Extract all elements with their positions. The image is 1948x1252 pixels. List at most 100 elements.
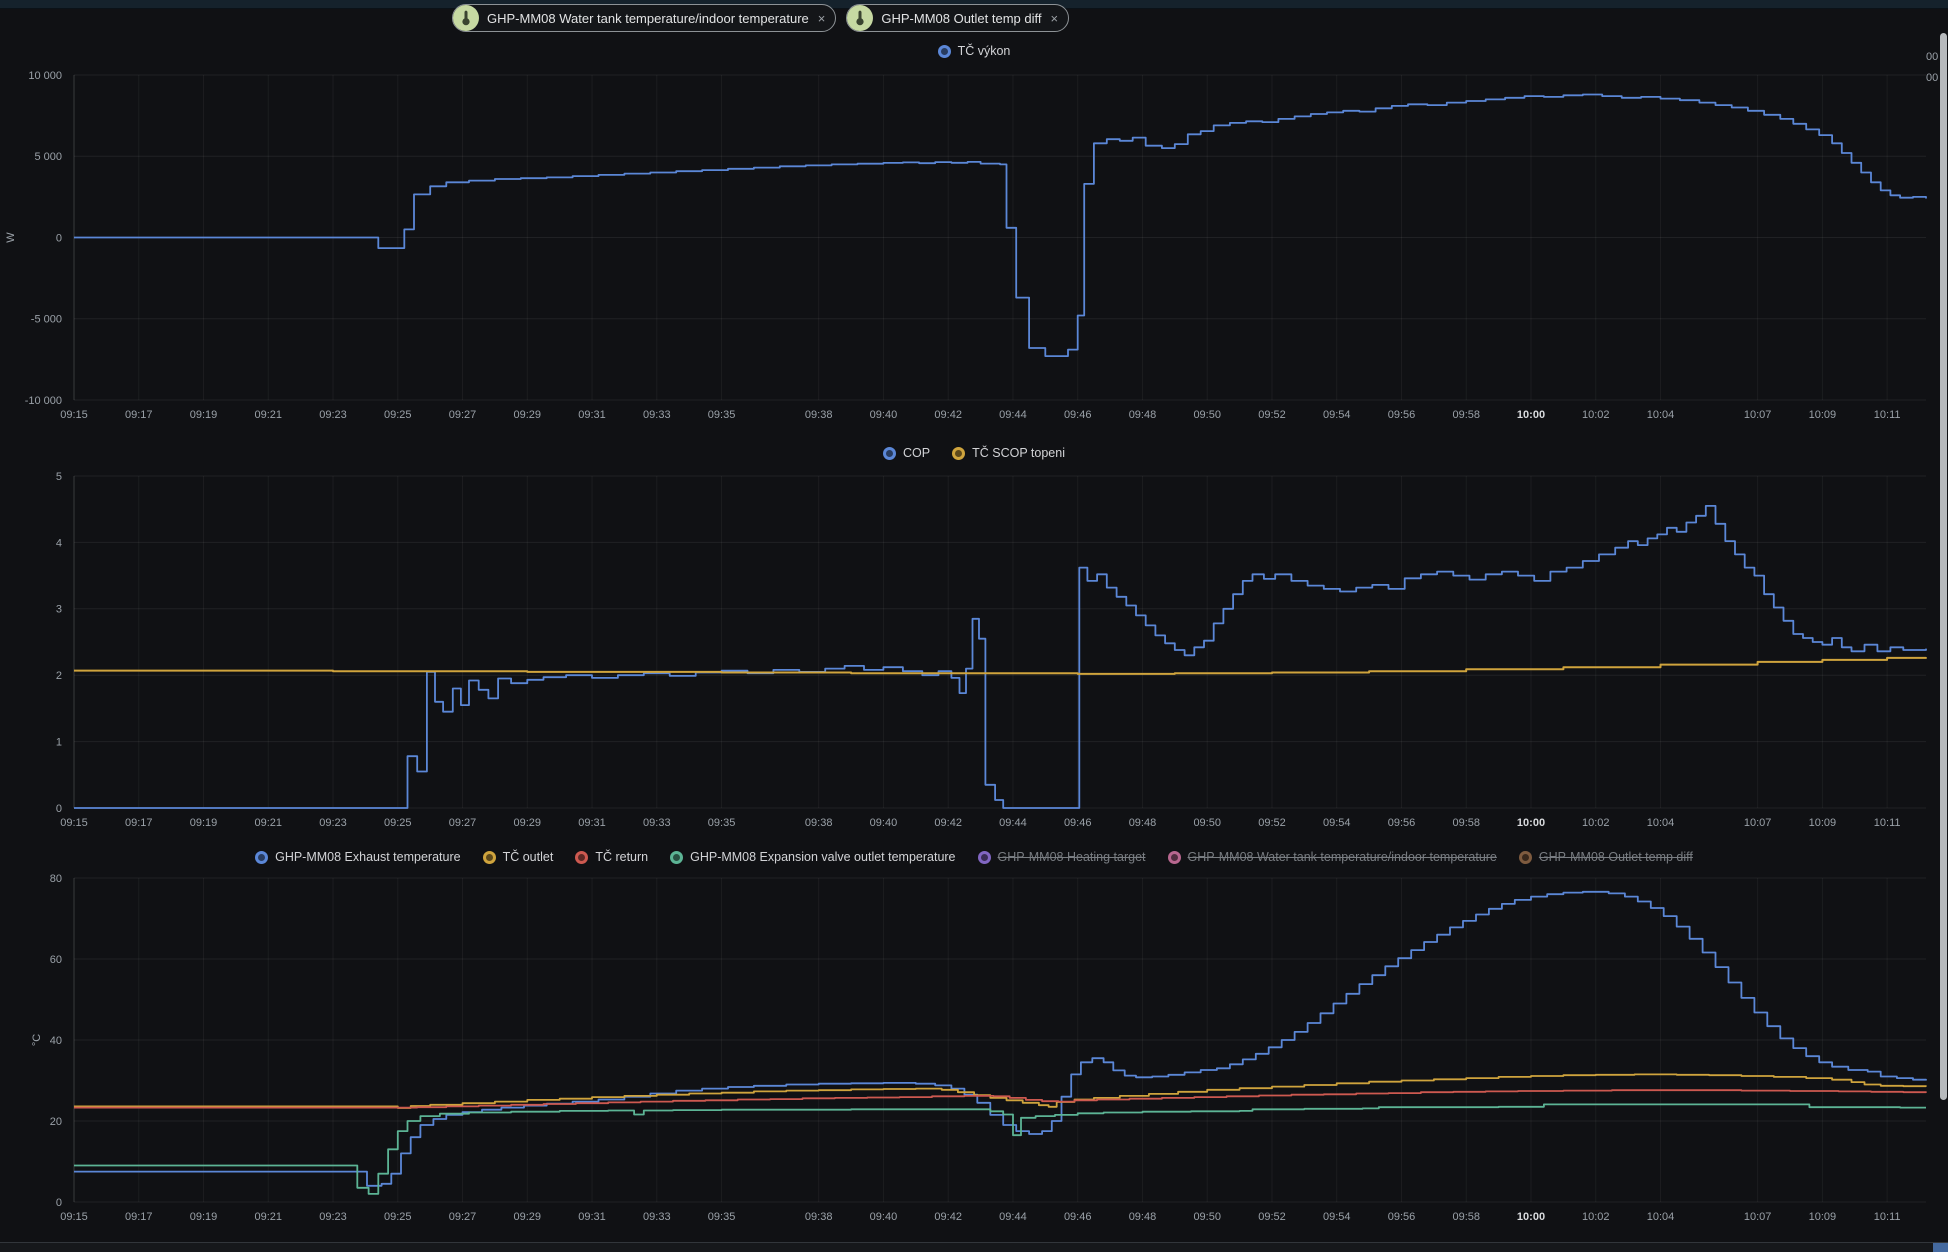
cop-chart-legend: COP TČ SCOP topeni xyxy=(0,446,1948,460)
thermometer-icon xyxy=(453,5,479,31)
svg-text:09:52: 09:52 xyxy=(1258,817,1286,829)
svg-text:09:46: 09:46 xyxy=(1064,817,1092,829)
svg-text:3: 3 xyxy=(56,604,62,616)
series-color-dot xyxy=(255,850,269,864)
svg-text:10:09: 10:09 xyxy=(1809,1211,1837,1223)
svg-text:09:40: 09:40 xyxy=(870,817,898,829)
svg-text:09:42: 09:42 xyxy=(934,409,962,421)
svg-text:09:42: 09:42 xyxy=(934,1211,962,1223)
svg-text:09:48: 09:48 xyxy=(1129,409,1157,421)
svg-text:5 000: 5 000 xyxy=(34,151,62,163)
svg-text:09:35: 09:35 xyxy=(708,1211,736,1223)
series-color-dot xyxy=(952,446,966,460)
clipped-axis-label: 00 xyxy=(1926,72,1939,84)
temperature-chart-legend: GHP-MM08 Exhaust temperature TČ outlet TČ … xyxy=(0,850,1948,864)
svg-text:09:50: 09:50 xyxy=(1193,817,1221,829)
legend-label: TČ return xyxy=(595,850,649,864)
svg-text:09:38: 09:38 xyxy=(805,409,833,421)
svg-text:09:21: 09:21 xyxy=(255,817,283,829)
legend-item[interactable]: GHP-MM08 Outlet temp diff xyxy=(1518,850,1693,864)
tab-chip-water-tank-temperature[interactable]: GHP-MM08 Water tank temperature/indoor t… xyxy=(452,4,837,32)
svg-text:09:31: 09:31 xyxy=(578,409,606,421)
svg-text:09:19: 09:19 xyxy=(190,1211,218,1223)
svg-text:09:50: 09:50 xyxy=(1193,409,1221,421)
legend-item[interactable]: GHP-MM08 Water tank temperature/indoor t… xyxy=(1167,850,1497,864)
svg-text:09:17: 09:17 xyxy=(125,817,153,829)
legend-label: TČ výkon xyxy=(957,44,1011,58)
svg-text:09:25: 09:25 xyxy=(384,817,412,829)
legend-label: COP xyxy=(903,446,931,460)
svg-text:09:31: 09:31 xyxy=(578,1211,606,1223)
vertical-scrollbar-thumb[interactable] xyxy=(1940,33,1947,1100)
svg-text:10:11: 10:11 xyxy=(1874,409,1901,421)
legend-item[interactable]: TČ výkon xyxy=(937,44,1011,58)
svg-text:60: 60 xyxy=(50,954,62,966)
panel-tabs: GHP-MM08 Water tank temperature/indoor t… xyxy=(452,4,1070,32)
svg-text:09:27: 09:27 xyxy=(449,817,477,829)
svg-text:09:56: 09:56 xyxy=(1388,817,1416,829)
legend-item[interactable]: COP xyxy=(883,446,930,460)
svg-text:09:15: 09:15 xyxy=(60,409,88,421)
svg-text:09:35: 09:35 xyxy=(708,409,736,421)
svg-text:09:54: 09:54 xyxy=(1323,409,1351,421)
svg-text:09:19: 09:19 xyxy=(190,409,218,421)
tab-label: GHP-MM08 Water tank temperature/indoor t… xyxy=(487,10,809,26)
svg-text:10 000: 10 000 xyxy=(28,70,62,82)
svg-text:-5 000: -5 000 xyxy=(31,314,62,326)
svg-text:09:21: 09:21 xyxy=(255,409,283,421)
series-color-dot xyxy=(883,446,897,460)
next-row-edge xyxy=(0,1243,1948,1252)
svg-text:09:52: 09:52 xyxy=(1258,409,1286,421)
legend-item[interactable]: GHP-MM08 Heating target xyxy=(977,850,1146,864)
svg-text:09:23: 09:23 xyxy=(319,817,347,829)
legend-label: GHP-MM08 Water tank temperature/indoor t… xyxy=(1187,850,1497,864)
series-color-dot xyxy=(1167,850,1181,864)
svg-text:09:38: 09:38 xyxy=(805,1211,833,1223)
svg-text:10:07: 10:07 xyxy=(1744,817,1772,829)
svg-text:09:23: 09:23 xyxy=(319,409,347,421)
legend-item[interactable]: GHP-MM08 Exhaust temperature xyxy=(255,850,461,864)
series-color-dot xyxy=(670,850,684,864)
svg-text:09:52: 09:52 xyxy=(1258,1211,1286,1223)
tab-chip-outlet-temp-diff[interactable]: GHP-MM08 Outlet temp diff × xyxy=(846,4,1070,32)
svg-text:09:58: 09:58 xyxy=(1452,1211,1480,1223)
legend-label: TČ outlet xyxy=(502,850,554,864)
svg-text:09:54: 09:54 xyxy=(1323,1211,1351,1223)
svg-text:09:58: 09:58 xyxy=(1452,409,1480,421)
legend-item[interactable]: TČ outlet xyxy=(482,850,554,864)
svg-text:09:54: 09:54 xyxy=(1323,817,1351,829)
legend-item[interactable]: TČ return xyxy=(575,850,648,864)
svg-text:0: 0 xyxy=(56,1197,62,1209)
legend-item[interactable]: TČ SCOP topeni xyxy=(952,446,1065,460)
svg-text:09:25: 09:25 xyxy=(384,409,412,421)
close-icon[interactable]: × xyxy=(817,10,826,26)
svg-text:10:04: 10:04 xyxy=(1647,1211,1675,1223)
legend-item[interactable]: GHP-MM08 Expansion valve outlet temperat… xyxy=(670,850,956,864)
thermometer-icon xyxy=(847,5,874,31)
svg-text:10:11: 10:11 xyxy=(1874,817,1901,829)
power-chart-legend: TČ výkon xyxy=(0,44,1948,58)
series-color-dot xyxy=(482,850,496,864)
svg-text:1: 1 xyxy=(56,736,62,748)
svg-text:09:40: 09:40 xyxy=(870,1211,898,1223)
svg-text:09:33: 09:33 xyxy=(643,817,671,829)
svg-text:09:15: 09:15 xyxy=(60,1211,88,1223)
svg-text:09:19: 09:19 xyxy=(190,817,218,829)
svg-text:09:56: 09:56 xyxy=(1388,409,1416,421)
svg-text:°C: °C xyxy=(31,1034,43,1046)
svg-text:09:15: 09:15 xyxy=(60,817,88,829)
svg-text:4: 4 xyxy=(56,537,62,549)
legend-label: GHP-MM08 Exhaust temperature xyxy=(275,850,461,864)
svg-text:80: 80 xyxy=(50,873,62,885)
svg-text:09:50: 09:50 xyxy=(1193,1211,1221,1223)
svg-text:10:09: 10:09 xyxy=(1809,817,1837,829)
svg-text:09:29: 09:29 xyxy=(514,1211,542,1223)
svg-text:09:42: 09:42 xyxy=(934,817,962,829)
svg-text:09:27: 09:27 xyxy=(449,1211,477,1223)
svg-text:0: 0 xyxy=(56,232,62,244)
close-icon[interactable]: × xyxy=(1050,10,1059,26)
svg-text:5: 5 xyxy=(56,471,62,483)
